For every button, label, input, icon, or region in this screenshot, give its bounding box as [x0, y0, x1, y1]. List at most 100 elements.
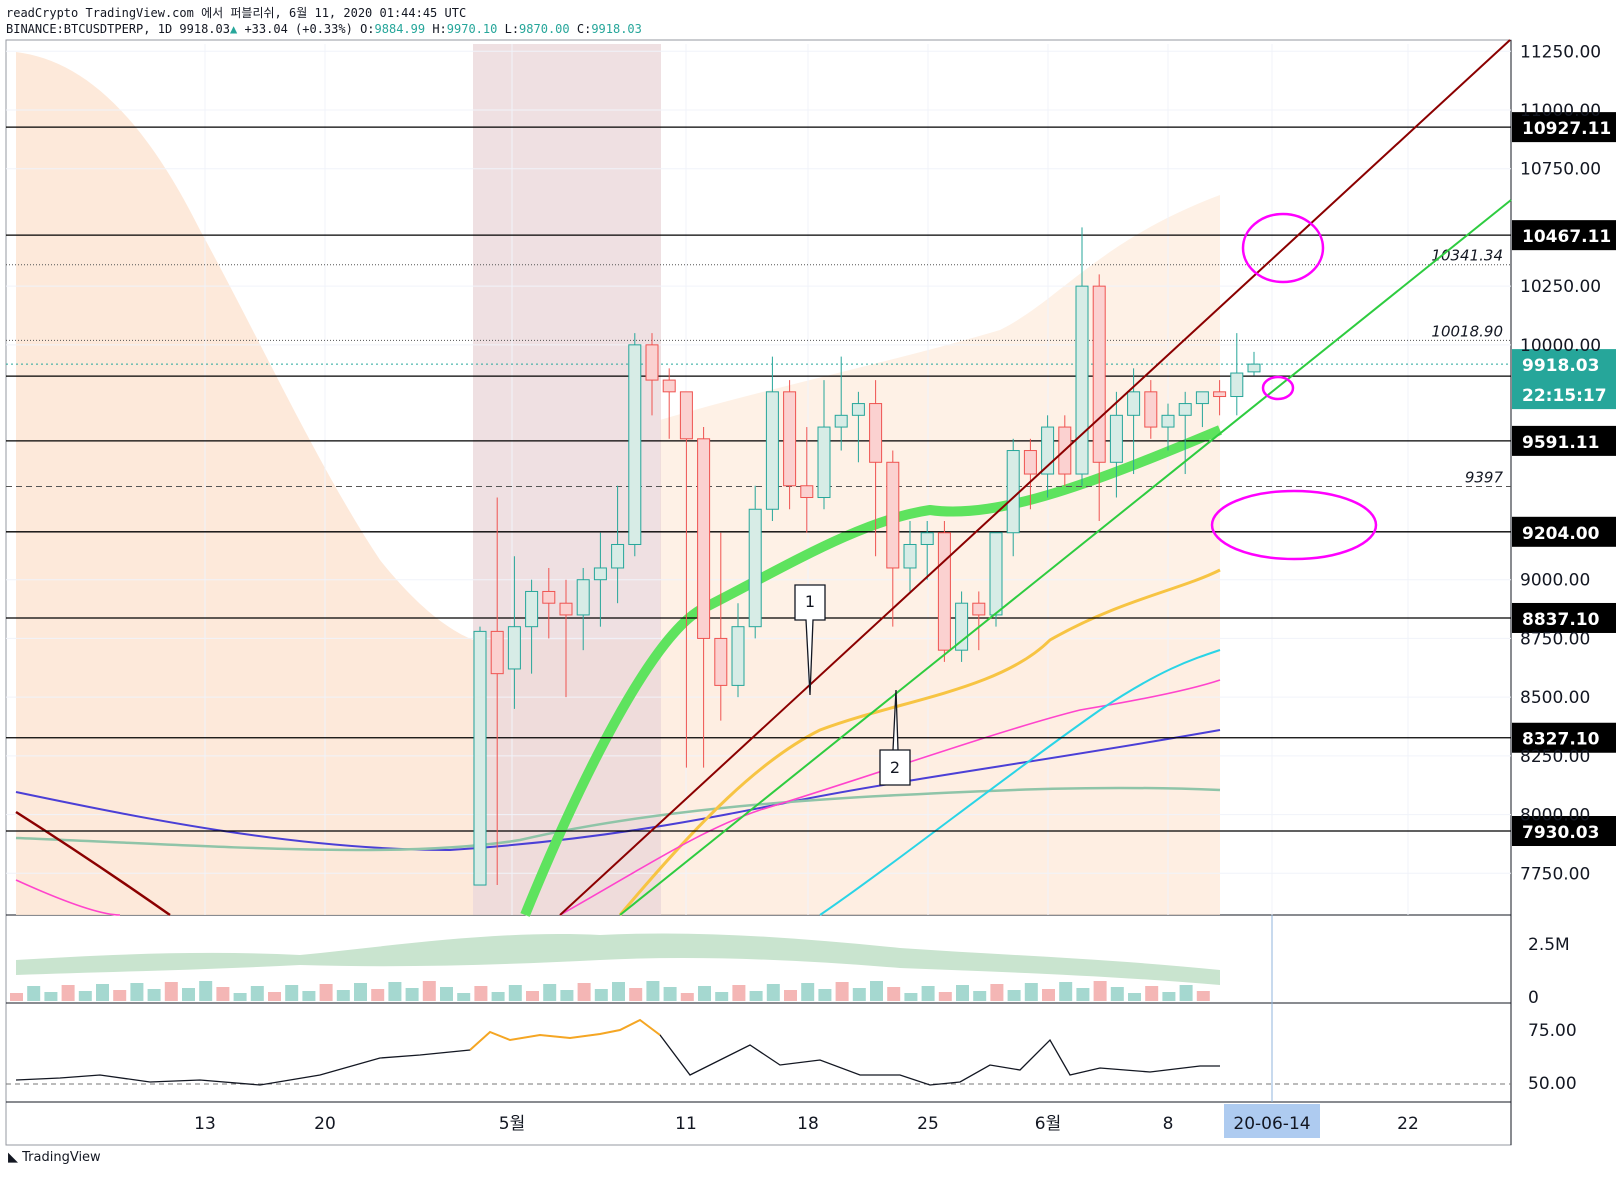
time-tick-label: 20 [314, 1114, 336, 1134]
candle-body [731, 626, 745, 686]
volume-bar [1024, 983, 1038, 1001]
volume-bar [27, 986, 41, 1001]
volume-bar [835, 982, 849, 1001]
countdown-label: 22:15:17 [1522, 386, 1607, 406]
level-tag [1512, 722, 1616, 753]
last-price-label: 9918.03 [1522, 356, 1599, 376]
price-tick-label: 7750.00 [1520, 864, 1590, 884]
candle-body [490, 630, 504, 675]
time-tick-label: 22 [1397, 1114, 1419, 1134]
volume-tick-label: 2.5M [1528, 935, 1570, 955]
volume-bar [422, 981, 436, 1001]
candle-body [1127, 391, 1141, 416]
volume-bar [801, 983, 815, 1001]
candle-body [989, 532, 1003, 616]
envelope-left [16, 52, 473, 915]
volume-bar [130, 983, 144, 1001]
volume-bar [887, 987, 901, 1001]
rsi-pane: 75.00 50.00 [6, 1018, 1577, 1094]
low-value: 9870.00 [519, 22, 570, 36]
level-tag-label: 8327.10 [1522, 730, 1600, 750]
volume-band [16, 933, 1220, 985]
candle-body [559, 602, 573, 616]
candle-body [1023, 450, 1037, 475]
level-tag [1512, 602, 1616, 633]
candle-body [1144, 391, 1158, 428]
time-tick-label: 11 [675, 1114, 697, 1134]
volume-bar [749, 991, 763, 1001]
candle-body [1075, 285, 1089, 475]
volume-bar [715, 992, 729, 1001]
candle-body [765, 391, 779, 510]
volume-bar [1110, 987, 1124, 1001]
volume-bar [698, 986, 711, 1001]
time-tick-label: 18 [797, 1114, 819, 1134]
last-price-tag [1512, 349, 1616, 410]
svg-text:1: 1 [805, 592, 815, 611]
volume-bar [990, 984, 1004, 1001]
candle-body [1006, 450, 1020, 534]
candle-body [679, 391, 693, 440]
trendline-red [559, 39, 1511, 916]
candle-body [1195, 391, 1209, 405]
candle-body [834, 414, 848, 428]
volume-bar [44, 992, 58, 1001]
candle-body [937, 532, 951, 651]
volume-bar [147, 989, 161, 1001]
volume-bar [96, 984, 109, 1001]
volume-bar [732, 985, 746, 1001]
candle-body [972, 602, 986, 616]
price-tick-label: 11000.00 [1520, 101, 1601, 121]
candle-body [525, 590, 539, 628]
symbol-name[interactable]: BINANCE:BTCUSDTPERP, 1D [6, 22, 173, 36]
tradingview-logo[interactable]: ◣ TradingView [8, 1150, 101, 1165]
volume-bar [663, 987, 677, 1001]
volume-bar [904, 993, 918, 1001]
candle-body [593, 567, 607, 581]
volume-bar [250, 986, 264, 1001]
volume-bar [440, 987, 453, 1001]
ma-green-ribbon [520, 425, 1222, 917]
rsi-tick-label: 75.00 [1528, 1021, 1577, 1041]
price-tick-label: 10250.00 [1520, 277, 1601, 297]
up-arrow-icon: ▲ [229, 22, 238, 36]
candle-body [645, 344, 659, 381]
volume-bar [302, 991, 316, 1001]
highlight-circle-2 [1261, 375, 1295, 401]
level-tag [1512, 425, 1616, 456]
volume-bar [784, 990, 797, 1001]
volume-bar [629, 988, 643, 1001]
level-tag [1512, 816, 1616, 847]
dotted-level-label: 9397 [1465, 468, 1504, 486]
volume-bar [973, 991, 987, 1001]
candle-body [869, 403, 883, 463]
level-tag-label: 10927.11 [1522, 119, 1611, 139]
candle-body [576, 579, 590, 616]
rsi-tick-label: 50.00 [1528, 1074, 1577, 1094]
candle-body [507, 626, 521, 670]
volume-bar [1007, 990, 1021, 1001]
volume-bar [78, 991, 92, 1001]
candle-body [1247, 363, 1261, 373]
last-price: 9918.03 [179, 22, 230, 36]
volume-bar [113, 990, 127, 1001]
volume-bar [285, 985, 299, 1001]
volume-bar [956, 985, 969, 1001]
time-tick-label: 5월 [499, 1114, 525, 1134]
volume-bar [1162, 992, 1176, 1001]
horizontal-levels: 10927.1110467.119866.889591.119204.00883… [6, 112, 1616, 847]
candle-body [920, 532, 934, 545]
volume-pane: 2.5M 0 [10, 933, 1570, 1008]
candle-body [851, 403, 865, 416]
highlight-circle-1 [1241, 212, 1325, 284]
candle-body [1213, 391, 1227, 398]
candle-body [473, 630, 487, 886]
volume-bar [577, 983, 591, 1001]
volume-bar [594, 989, 608, 1001]
candle-body [1092, 285, 1106, 463]
level-tag-label: 9204.00 [1522, 524, 1600, 544]
volume-bar [1196, 991, 1210, 1001]
volume-bar [319, 984, 333, 1001]
annotation-2: 2 [879, 689, 911, 786]
